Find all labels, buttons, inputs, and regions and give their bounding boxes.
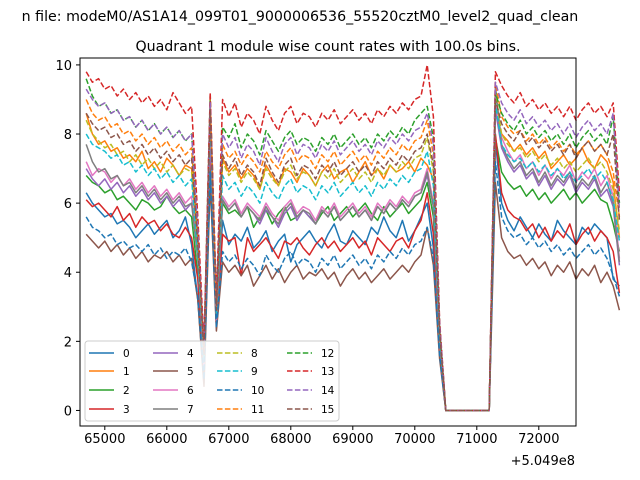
y-axis: 0 2 4 6 8 10: [55, 59, 80, 419]
legend-label-9: 9: [251, 366, 258, 378]
chart-title: Quadrant 1 module wise count rates with …: [135, 39, 520, 55]
x-tick-label: 65000: [84, 432, 125, 447]
x-tick-label: 68000: [270, 432, 311, 447]
legend-label-11: 11: [251, 404, 264, 416]
x-tick-label: 67000: [208, 432, 249, 447]
legend-label-14: 14: [321, 385, 335, 397]
series-line-8: [85, 91, 621, 412]
legend-label-8: 8: [251, 348, 258, 360]
legend-label-6: 6: [187, 385, 194, 397]
y-tick-label: 8: [64, 128, 72, 143]
y-tick-label: 2: [64, 335, 72, 350]
legend-label-3: 3: [123, 404, 130, 416]
legend-label-12: 12: [321, 348, 334, 360]
series-line-5: [85, 181, 621, 412]
x-offset-label: +5.049e8: [511, 454, 575, 469]
suptitle: n file: modeM0/AS1A14_099T01_9000006536_…: [22, 9, 579, 25]
series-line-11: [85, 81, 621, 412]
legend-label-1: 1: [123, 366, 130, 378]
plot-frame: [79, 57, 577, 427]
series-line-2: [85, 136, 621, 412]
legend-label-13: 13: [321, 366, 334, 378]
series-line-3: [85, 133, 621, 412]
series-layer: [85, 64, 621, 412]
y-tick-label: 0: [64, 404, 72, 419]
legend-box: [84, 340, 340, 422]
x-tick-label: 69000: [332, 432, 373, 447]
series-line-13: [85, 64, 621, 412]
y-tick-label: 6: [64, 197, 72, 212]
legend-label-7: 7: [187, 404, 194, 416]
legend-label-10: 10: [251, 385, 264, 397]
series-line-9: [85, 102, 621, 412]
legend-label-15: 15: [321, 404, 334, 416]
x-tick-label: 70000: [394, 432, 435, 447]
series-line-14: [85, 81, 621, 412]
legend-label-2: 2: [123, 385, 130, 397]
series-line-7: [85, 84, 621, 412]
legend-label-4: 4: [187, 348, 194, 360]
x-tick-label: 71000: [456, 432, 497, 447]
series-line-15: [85, 98, 621, 412]
y-tick-label: 10: [55, 59, 72, 74]
legend-label-0: 0: [123, 348, 130, 360]
x-tick-label: 66000: [146, 432, 187, 447]
series-line-10: [85, 160, 621, 412]
x-tick-label: 72000: [518, 432, 559, 447]
x-axis: 65000 66000 67000 68000 69000 70000 71000 72000: [84, 426, 559, 447]
y-tick-label: 4: [64, 266, 72, 281]
legend-label-5: 5: [187, 366, 194, 378]
